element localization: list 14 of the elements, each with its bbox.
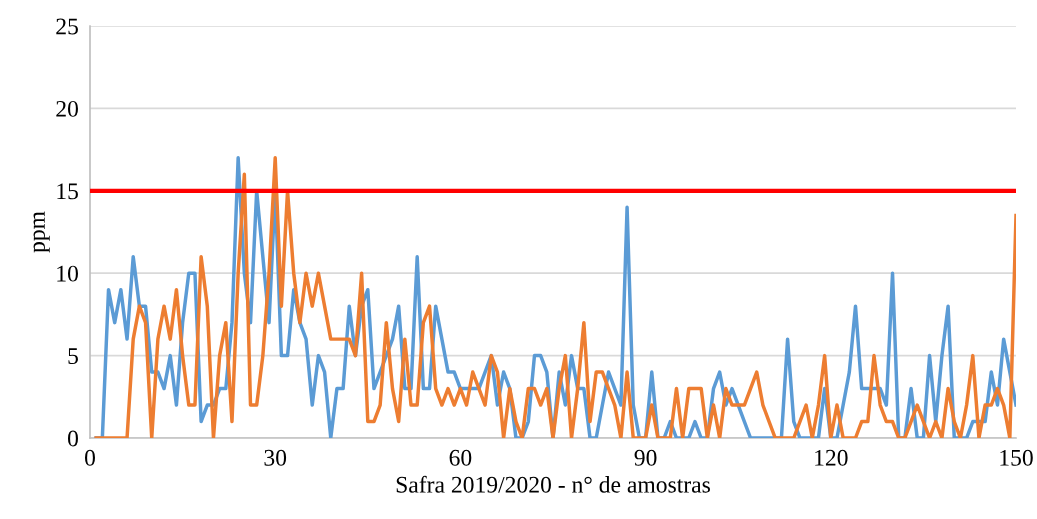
y-tick-label: 10	[57, 265, 78, 282]
x-tick-label: 120	[815, 449, 848, 466]
x-axis-title: Safra 2019/2020 - n° de amostras	[396, 475, 710, 493]
x-tick-label: 0	[85, 449, 95, 466]
y-tick-label: 5	[68, 348, 78, 365]
x-tick-label: 60	[449, 449, 472, 466]
y-tick-label: 20	[56, 100, 78, 117]
y-tick-label: 0	[67, 430, 78, 447]
x-tick-label: 30	[264, 449, 287, 466]
y-axis-title: ppm	[33, 211, 50, 253]
y-tick-label: 25	[56, 18, 78, 35]
x-tick-label: 150	[1000, 449, 1033, 466]
x-tick-label: 90	[634, 449, 657, 466]
y-tick-label: 15	[57, 183, 78, 200]
